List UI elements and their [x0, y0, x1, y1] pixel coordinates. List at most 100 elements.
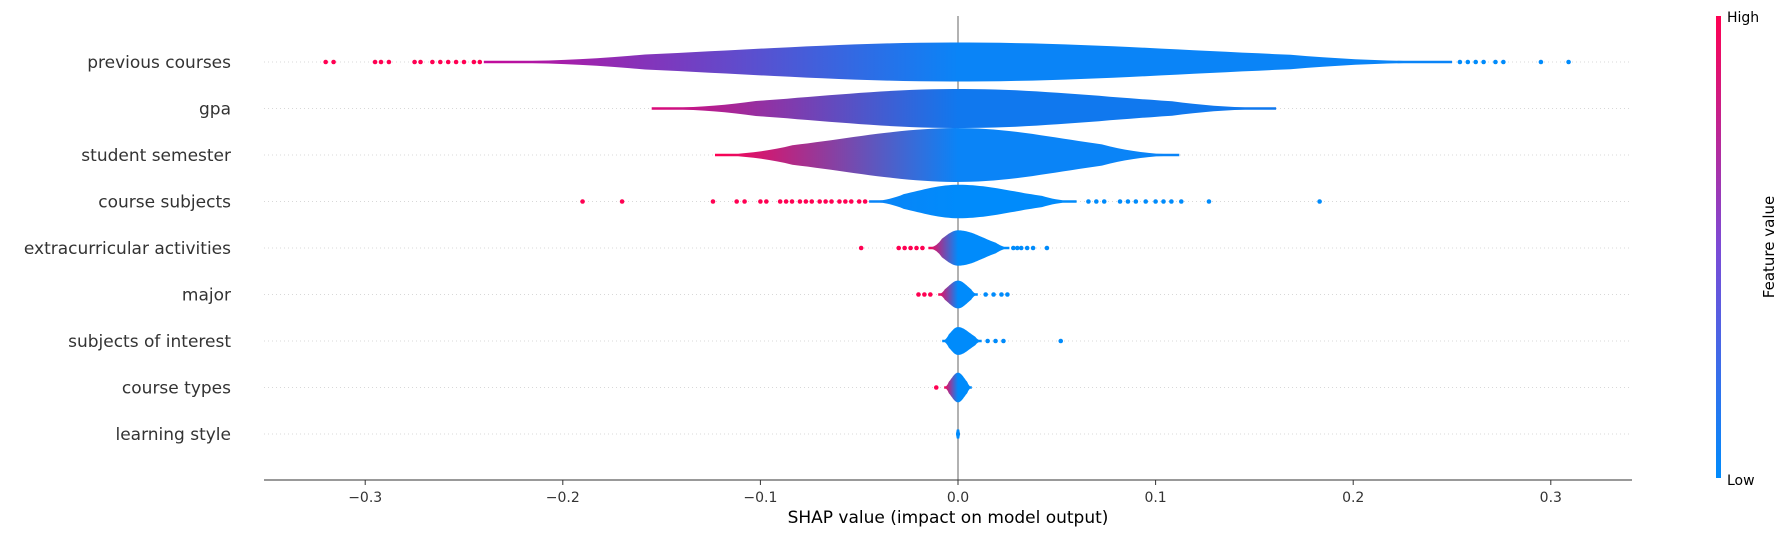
violin-shape — [944, 372, 972, 403]
outlier-dot-high — [619, 199, 625, 204]
violin-shape — [715, 128, 1180, 182]
outlier-dot-high — [453, 59, 459, 65]
outlier-dot-low — [1086, 199, 1091, 204]
violin-shape — [651, 89, 1277, 128]
outlier-dot-high — [933, 385, 939, 390]
outlier-dot-low — [1030, 245, 1036, 251]
outlier-dot-high — [378, 59, 384, 65]
colorbar-low-label: Low — [1727, 473, 1755, 489]
outlier-dot-high — [843, 199, 848, 204]
outlier-dot-high — [797, 199, 803, 204]
outlier-dot-low — [1143, 199, 1149, 204]
outlier-dot-high — [418, 59, 423, 65]
feature-label: course types — [122, 379, 231, 399]
outlier-dot-high — [856, 199, 862, 204]
outlier-dot-low — [1094, 199, 1099, 204]
x-tick-label: 0.1 — [1144, 490, 1166, 506]
outlier-dot-high — [430, 59, 435, 65]
x-tick-label: 0.0 — [947, 490, 969, 506]
outlier-dot-high — [914, 245, 919, 251]
outlier-dot-high — [920, 245, 925, 251]
outlier-dot-low — [1101, 199, 1107, 204]
outlier-dot-low — [1018, 245, 1024, 251]
outlier-dot-low — [985, 338, 990, 344]
feature-labels: previous courses gpa student semester cours… — [24, 53, 231, 445]
outlier-dot-low — [1005, 292, 1010, 297]
outlier-dot-low — [1133, 199, 1139, 204]
outlier-dot-high — [783, 199, 789, 204]
outlier-dot-high — [445, 59, 451, 65]
outlier-dot-high — [764, 199, 769, 204]
outlier-dot-low — [1024, 245, 1030, 251]
violin-shape — [483, 42, 1452, 82]
outlier-dot-low — [1206, 199, 1212, 204]
outlier-dot-high — [829, 199, 834, 204]
feature-label: subjects of interest — [68, 332, 231, 352]
outlier-dot-high — [461, 59, 467, 65]
outlier-dot-low — [983, 292, 988, 297]
violin-shape — [869, 184, 1077, 219]
outlier-dot-high — [862, 199, 868, 204]
outlier-dot-high — [477, 59, 483, 65]
outlier-dot-low — [1566, 59, 1571, 65]
colorbar: High Low Feature value — [1716, 10, 1778, 489]
violin-shape — [942, 327, 982, 355]
outlier-dot-low — [1317, 199, 1322, 204]
feature-label: learning style — [115, 425, 231, 445]
outlier-dot-high — [471, 59, 477, 65]
outlier-dot-low — [1178, 199, 1184, 204]
feature-label: extracurricular activities — [24, 239, 231, 259]
outlier-dot-low — [1169, 199, 1174, 204]
outlier-dot-low — [1473, 59, 1479, 65]
outlier-dot-high — [858, 245, 864, 251]
feature-label: previous courses — [87, 53, 231, 73]
outlier-dot-high — [809, 199, 815, 204]
outlier-dot-high — [928, 292, 933, 297]
outlier-dot-high — [777, 199, 783, 204]
outlier-dot-high — [742, 199, 747, 204]
outlier-dot-high — [922, 292, 927, 297]
outlier-dot-high — [848, 199, 854, 204]
outlier-dot-high — [902, 245, 907, 251]
x-tick-label: 0.2 — [1342, 490, 1364, 506]
violin-shape — [956, 429, 960, 439]
outlier-dot-high — [331, 59, 336, 65]
outlier-dot-low — [1501, 59, 1506, 65]
feature-label: course subjects — [98, 193, 231, 213]
outlier-dot-low — [999, 292, 1004, 297]
outlier-dot-high — [734, 199, 739, 204]
x-tick-label: 0.3 — [1540, 490, 1562, 506]
x-axis-title: SHAP value (impact on model output) — [788, 508, 1109, 528]
outlier-dot-high — [372, 59, 378, 65]
outlier-dot-low — [1457, 59, 1463, 65]
outlier-dot-low — [1125, 199, 1131, 204]
outlier-dot-low — [1153, 199, 1158, 204]
outlier-dot-high — [580, 199, 585, 204]
outlier-dot-low — [1058, 338, 1064, 344]
outlier-dot-low — [1493, 59, 1498, 65]
outlier-dot-high — [896, 245, 902, 251]
outlier-dot-high — [837, 199, 842, 204]
colorbar-high-label: High — [1727, 10, 1759, 26]
outlier-dot-low — [993, 338, 998, 344]
outlier-dot-high — [817, 199, 822, 204]
violins — [483, 42, 1452, 439]
outlier-dot-low — [1117, 199, 1123, 204]
x-tick-label: −0.2 — [546, 490, 580, 506]
outlier-dot-high — [437, 59, 443, 65]
outlier-dot-high — [758, 199, 763, 204]
outlier-dot-low — [1481, 59, 1486, 65]
feature-label: student semester — [81, 146, 231, 166]
outlier-dot-high — [803, 199, 809, 204]
x-axis-ticks: −0.3 −0.2 −0.1 0.0 0.1 0.2 0.3 — [348, 480, 1562, 506]
outlier-dot-high — [323, 59, 328, 65]
outlier-dot-high — [386, 59, 392, 65]
feature-label: gpa — [199, 100, 231, 120]
outlier-dot-low — [1011, 245, 1016, 251]
feature-label: major — [182, 286, 231, 306]
outlier-dot-low — [1465, 59, 1471, 65]
outlier-dot-low — [1044, 245, 1050, 251]
outlier-dot-low — [1161, 199, 1166, 204]
x-tick-label: −0.1 — [743, 490, 777, 506]
